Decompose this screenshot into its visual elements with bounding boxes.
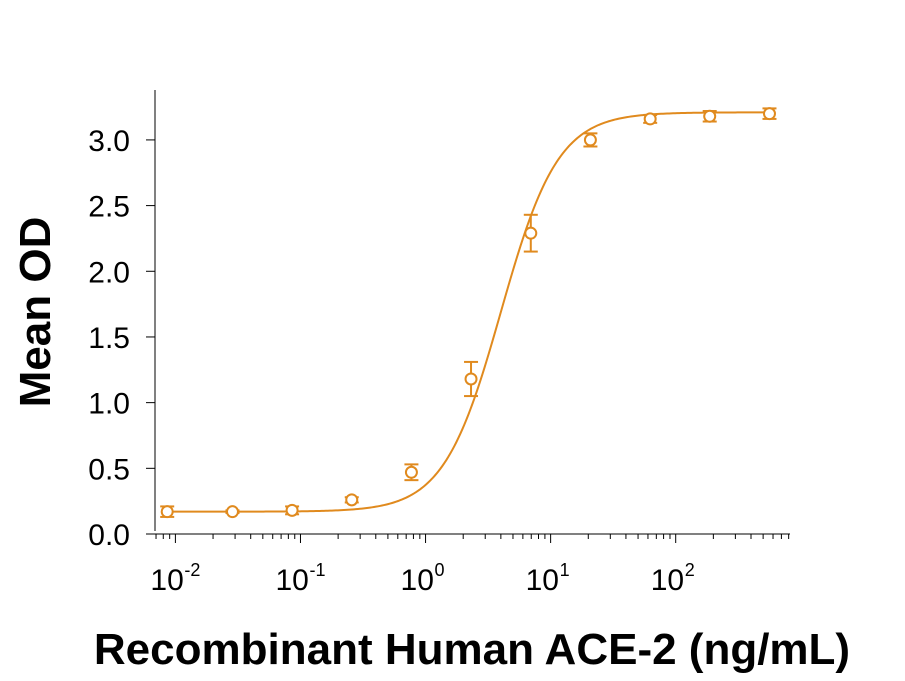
point-marker [345, 493, 359, 507]
y-tick-label: 1.5 [88, 322, 130, 355]
data-point [702, 109, 717, 123]
x-tick-base: 10 [401, 564, 434, 597]
data-point [285, 503, 300, 517]
x-tick-base: 10 [150, 564, 183, 597]
point-marker [762, 107, 776, 121]
data-points [160, 107, 777, 519]
x-tick-exponent: -2 [184, 560, 200, 580]
x-tick-exponent: -1 [309, 560, 325, 580]
point-marker [643, 112, 657, 126]
x-tick-base: 10 [275, 564, 308, 597]
x-axis: 10 -2 10 -1 10 0 10 1 10 2 [150, 533, 790, 597]
x-tick-label: 10 0 [401, 560, 445, 597]
x-tick-base: 10 [526, 564, 559, 597]
data-point [762, 107, 777, 121]
point-marker [583, 133, 597, 147]
y-tick-label: 3.0 [88, 125, 130, 158]
data-point [464, 360, 479, 398]
x-tick-exponent: 1 [560, 560, 570, 580]
x-tick-label: 10 -1 [275, 560, 325, 597]
data-point [583, 132, 598, 148]
point-marker [160, 505, 174, 519]
y-axis-title: Mean OD [11, 217, 60, 408]
y-tick-label: 0.5 [88, 453, 130, 486]
x-tick-base: 10 [651, 564, 684, 597]
x-tick-label: 10 -2 [150, 560, 200, 597]
x-tick-label: 10 1 [526, 560, 570, 597]
point-marker [703, 109, 717, 123]
y-axis: 0.0 0.5 1.0 1.5 2.0 2.5 3.0 [88, 90, 156, 552]
x-tick-exponent: 0 [435, 560, 445, 580]
data-point [344, 493, 359, 507]
point-marker [285, 503, 299, 517]
x-tick-exponent: 2 [685, 560, 695, 580]
y-tick-label: 2.5 [88, 191, 130, 224]
point-marker [404, 465, 418, 479]
point-marker [524, 226, 538, 240]
x-axis-title: Recombinant Human ACE-2 (ng/mL) [94, 625, 850, 674]
point-marker [464, 372, 478, 386]
point-marker [225, 505, 239, 519]
y-tick-label: 2.0 [88, 256, 130, 289]
x-tick-label: 10 2 [651, 560, 695, 597]
data-point [404, 463, 419, 482]
data-point [523, 213, 538, 253]
data-point [643, 112, 658, 126]
y-tick-label: 1.0 [88, 388, 130, 421]
data-point [160, 505, 175, 519]
y-tick-label: 0.0 [88, 519, 130, 552]
data-point [225, 505, 240, 519]
fit-curve [167, 111, 770, 513]
